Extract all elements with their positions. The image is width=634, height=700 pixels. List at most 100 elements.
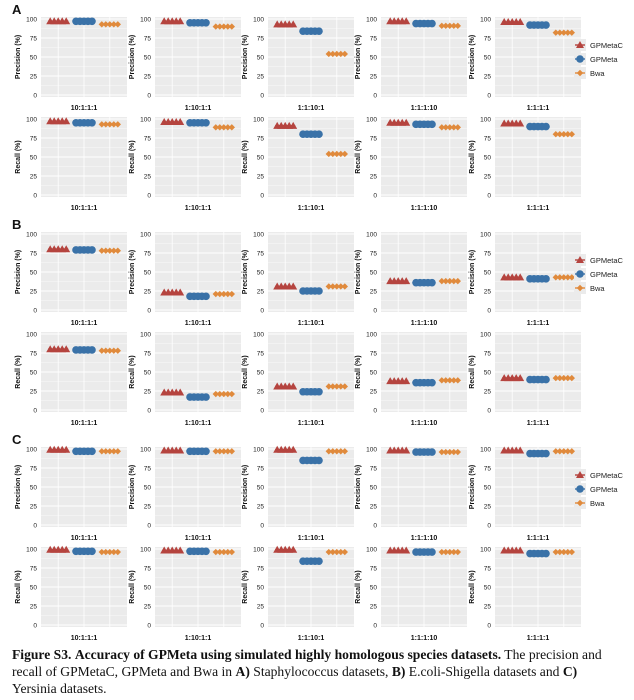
data-point-GPMeta bbox=[428, 448, 436, 456]
data-point-Bwa bbox=[114, 347, 121, 354]
panel-B-recall-3: 0 25 50 75 100 Recall (%) 1:1:10:1 bbox=[242, 332, 354, 427]
data-point-Bwa bbox=[325, 50, 332, 58]
data-point-Bwa bbox=[110, 21, 117, 28]
data-point-Bwa bbox=[556, 274, 563, 281]
data-point-Bwa bbox=[450, 124, 457, 131]
data-point-Bwa bbox=[568, 448, 575, 455]
data-point-Bwa bbox=[216, 548, 223, 556]
data-point-GPMeta bbox=[428, 278, 436, 287]
data-point-GPMeta bbox=[202, 292, 210, 301]
x-axis-label: 1:1:1:10 bbox=[411, 535, 438, 542]
x-axis-label: 1:10:1:1 bbox=[185, 105, 212, 112]
y-tick-label: 25 bbox=[30, 604, 38, 611]
data-point-Bwa bbox=[560, 374, 567, 382]
data-point-Bwa bbox=[446, 448, 453, 456]
y-axis-label: Precision (%) bbox=[242, 250, 249, 294]
y-tick-label: 0 bbox=[33, 408, 37, 415]
data-point-Bwa bbox=[564, 374, 571, 382]
y-tick-label: 75 bbox=[370, 466, 378, 473]
panel-A-precision-3: 0 25 50 75 100 Precision (%) 1:1:10:1 bbox=[242, 17, 354, 112]
y-tick-label: 100 bbox=[480, 232, 491, 239]
triangle-icon bbox=[576, 471, 584, 478]
data-point-Bwa bbox=[442, 377, 449, 384]
y-tick-label: 0 bbox=[260, 623, 264, 630]
y-tick-label: 0 bbox=[260, 193, 264, 200]
x-axis-label: 1:1:10:1 bbox=[298, 635, 325, 640]
y-axis-label: Recall (%) bbox=[15, 355, 22, 388]
y-axis-label: Precision (%) bbox=[15, 35, 22, 79]
y-axis-label: Recall (%) bbox=[15, 140, 22, 173]
data-point-Bwa bbox=[454, 277, 461, 285]
y-tick-label: 75 bbox=[484, 466, 492, 473]
panel-B-precision-5: 0 25 50 75 100 Precision (%) 1:1:1:1 bbox=[469, 232, 581, 327]
circle-icon bbox=[576, 485, 584, 493]
x-axis-label: 1:1:10:1 bbox=[298, 320, 325, 327]
data-point-GPMeta bbox=[88, 547, 96, 556]
data-point-Bwa bbox=[102, 121, 109, 128]
y-tick-label: 75 bbox=[257, 251, 265, 258]
y-tick-label: 75 bbox=[30, 566, 38, 573]
data-point-Bwa bbox=[564, 131, 571, 138]
data-point-Bwa bbox=[114, 121, 121, 128]
data-point-Bwa bbox=[106, 548, 113, 556]
y-axis-label: Precision (%) bbox=[129, 35, 136, 79]
y-axis-label: Recall (%) bbox=[355, 355, 362, 388]
data-point-Bwa bbox=[228, 548, 235, 556]
data-point-GPMetaC bbox=[402, 118, 411, 126]
y-tick-label: 50 bbox=[484, 485, 492, 492]
data-point-GPMetaC bbox=[62, 345, 71, 353]
y-tick-label: 100 bbox=[480, 17, 491, 24]
y-tick-label: 100 bbox=[140, 232, 151, 239]
y-tick-label: 75 bbox=[257, 136, 265, 143]
y-axis-label: Precision (%) bbox=[242, 465, 249, 509]
triangle-icon bbox=[576, 256, 584, 263]
data-point-GPMeta bbox=[88, 17, 96, 26]
y-tick-label: 50 bbox=[484, 270, 492, 277]
data-point-GPMeta bbox=[428, 378, 436, 387]
data-point-Bwa bbox=[114, 548, 121, 556]
x-axis-label: 1:1:1:10 bbox=[411, 420, 438, 427]
y-tick-label: 50 bbox=[30, 270, 38, 277]
panel-C-recall-4: 0 25 50 75 100 Recall (%) 1:1:1:10 bbox=[355, 547, 467, 640]
x-axis-label: 1:10:1:1 bbox=[185, 205, 212, 212]
y-tick-label: 0 bbox=[373, 93, 377, 100]
data-point-Bwa bbox=[450, 548, 457, 556]
y-tick-label: 0 bbox=[147, 623, 151, 630]
panel-C-recall-5: 0 25 50 75 100 Recall (%) 1:1:1:1 bbox=[469, 547, 581, 640]
y-tick-label: 25 bbox=[257, 74, 265, 81]
y-tick-label: 100 bbox=[140, 117, 151, 124]
x-axis-label: 1:1:1:10 bbox=[411, 320, 438, 327]
y-tick-label: 50 bbox=[370, 55, 378, 62]
y-tick-label: 50 bbox=[257, 155, 265, 162]
legend-label: Bwa bbox=[590, 69, 605, 78]
data-point-GPMeta bbox=[202, 119, 210, 127]
y-tick-label: 0 bbox=[33, 623, 37, 630]
legend-label: GPMetaC bbox=[590, 256, 624, 265]
y-tick-label: 100 bbox=[366, 547, 377, 554]
y-tick-label: 0 bbox=[147, 308, 151, 315]
data-point-Bwa bbox=[216, 448, 223, 455]
y-tick-label: 25 bbox=[370, 604, 378, 611]
data-point-Bwa bbox=[98, 121, 105, 128]
panel-A-precision-2: 0 25 50 75 100 Precision (%) 1:10:1:1 bbox=[129, 17, 241, 112]
panel-B-recall-2: 0 25 50 75 100 Recall (%) 1:10:1:1 bbox=[129, 332, 241, 427]
data-point-Bwa bbox=[560, 274, 567, 281]
data-point-Bwa bbox=[564, 29, 571, 36]
data-point-GPMetaC bbox=[516, 273, 525, 281]
data-point-Bwa bbox=[110, 121, 117, 128]
y-tick-label: 75 bbox=[144, 251, 152, 258]
data-point-Bwa bbox=[98, 21, 105, 28]
data-point-Bwa bbox=[438, 448, 445, 456]
y-tick-label: 50 bbox=[370, 370, 378, 377]
diamond-icon bbox=[576, 69, 584, 77]
data-point-Bwa bbox=[325, 383, 332, 390]
y-tick-label: 0 bbox=[373, 623, 377, 630]
data-point-GPMeta bbox=[315, 27, 323, 35]
x-axis-label: 1:1:1:1 bbox=[527, 420, 550, 427]
legend-label: Bwa bbox=[590, 284, 605, 293]
y-tick-label: 50 bbox=[30, 585, 38, 592]
y-tick-label: 75 bbox=[484, 351, 492, 358]
data-point-Bwa bbox=[212, 23, 219, 30]
data-point-Bwa bbox=[446, 22, 453, 30]
y-tick-label: 25 bbox=[144, 289, 152, 296]
